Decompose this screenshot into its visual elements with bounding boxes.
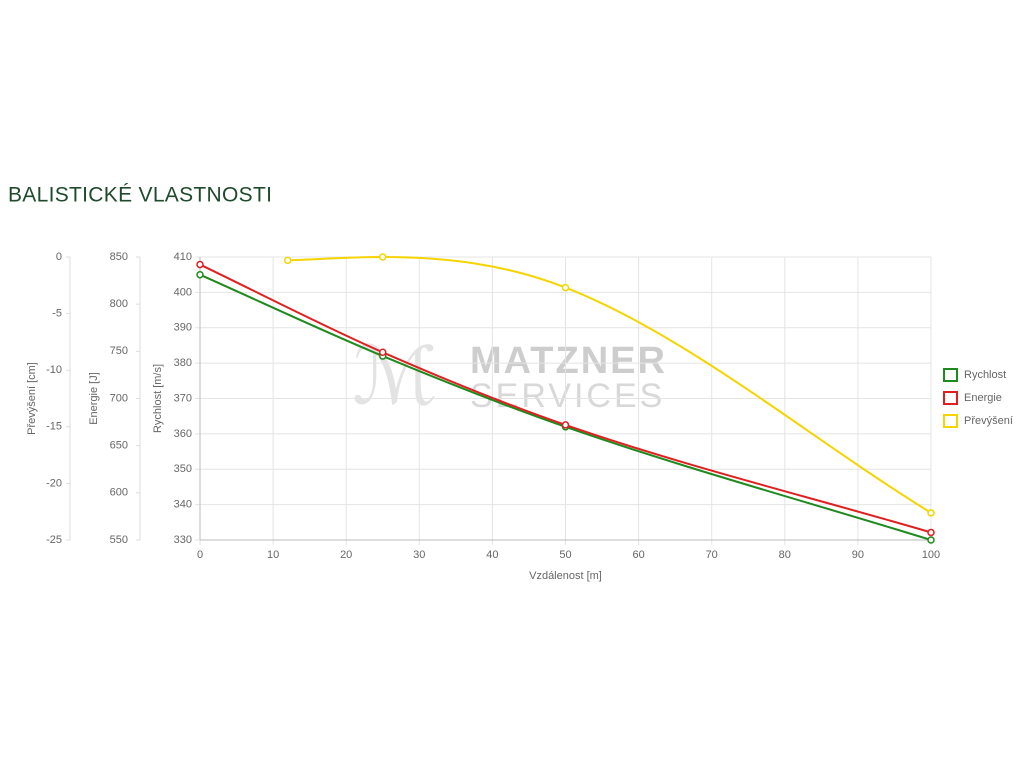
x-tick-label: 10	[267, 549, 279, 561]
data-point	[379, 253, 387, 261]
y-tick-label: 390	[174, 322, 192, 334]
data-point	[927, 509, 935, 517]
y-tick-label: 350	[174, 463, 192, 475]
x-tick-label: 90	[852, 549, 864, 561]
x-tick-label: 60	[632, 549, 644, 561]
x-tick-label: 30	[413, 549, 425, 561]
y-axis-label: Rychlost [m/s]	[152, 364, 164, 433]
legend-swatch	[943, 391, 958, 405]
series-line	[199, 273, 932, 541]
legend-swatch	[943, 414, 958, 428]
watermark: ℳ MATZNER SERVICES	[352, 333, 667, 421]
x-tick-label: 80	[779, 549, 791, 561]
y-tick-label: 0	[56, 251, 62, 263]
y-tick-label: 370	[174, 392, 192, 404]
data-point	[927, 536, 935, 544]
x-tick-label: 20	[340, 549, 352, 561]
data-point	[927, 528, 935, 537]
chart-title: BALISTICKÉ VLASTNOSTI	[8, 184, 272, 207]
x-tick-label: 100	[922, 549, 940, 561]
data-point	[379, 348, 387, 357]
data-point	[561, 283, 570, 292]
data-point	[283, 256, 292, 265]
y-tick-label: -25	[46, 534, 62, 546]
data-point	[561, 421, 570, 429]
y-tick-label: 800	[110, 298, 128, 310]
series-line	[199, 263, 932, 534]
y-tick-label: -15	[46, 421, 62, 433]
watermark-text: MATZNER	[470, 340, 667, 382]
series-line	[287, 255, 932, 514]
y-tick-label: 850	[110, 251, 128, 263]
y-tick-label: 600	[110, 487, 128, 499]
x-tick-label: 50	[559, 549, 571, 561]
y-tick-label: 700	[110, 392, 128, 404]
watermark-text: SERVICES	[470, 377, 665, 415]
x-tick-label: 0	[197, 549, 203, 561]
y-tick-label: 650	[110, 440, 128, 452]
data-point	[196, 260, 204, 269]
legend-label: Rychlost	[964, 369, 1006, 381]
watermark-logo: ℳ	[352, 333, 438, 421]
y-tick-label: -20	[46, 477, 62, 489]
x-axis-label: Vzdálenost [m]	[529, 570, 602, 582]
data-point	[196, 270, 204, 279]
y-tick-label: 410	[174, 251, 192, 263]
legend-swatch	[943, 368, 958, 382]
y-tick-label: 380	[174, 357, 192, 369]
y-tick-label: -5	[52, 308, 62, 320]
x-tick-label: 40	[486, 549, 498, 561]
y-tick-label: 330	[174, 534, 192, 546]
x-tick-label: 70	[706, 549, 718, 561]
y-tick-label: 550	[110, 534, 128, 546]
legend-label: Energie	[964, 392, 1002, 404]
y-tick-label: -10	[46, 364, 62, 376]
y-tick-label: 400	[174, 286, 192, 298]
legend-label: Převýšení	[964, 415, 1013, 427]
y-tick-label: 750	[110, 345, 128, 357]
y-tick-label: 360	[174, 428, 192, 440]
y-tick-label: 340	[174, 499, 192, 511]
y-axis-label: Převýšení [cm]	[26, 362, 38, 435]
y-axis-label: Energie [J]	[88, 372, 100, 425]
